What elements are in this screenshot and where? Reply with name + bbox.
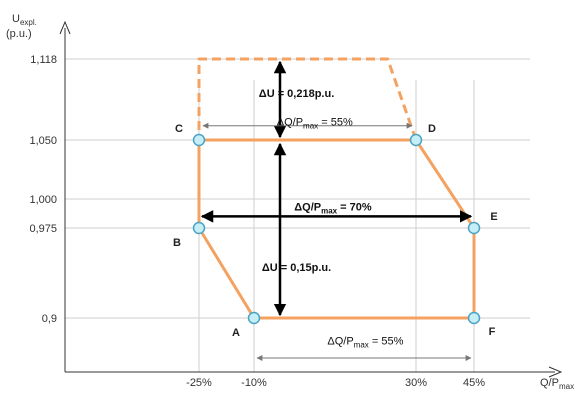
point-marker-c <box>192 133 206 147</box>
point-label-b: B <box>173 237 181 249</box>
y-axis-unit: (p.u.) <box>6 28 32 40</box>
annotation-dq_top: ΔQ/Pmax = 55% <box>277 117 353 131</box>
point-label-f: F <box>489 326 496 338</box>
x-tick-label: -25% <box>186 377 212 389</box>
y-tick-label: 1,000 <box>29 194 57 206</box>
annotation-du_big: ΔU = 0,218p.u. <box>259 88 334 100</box>
x-tick-label: 30% <box>405 377 427 389</box>
y-tick-label: 1,118 <box>30 54 57 66</box>
point-marker-b <box>192 221 206 235</box>
y-axis-title: Uexpl. <box>12 13 37 27</box>
ticks-layer: 0,9 0,975 1,000 1,050 1,118 -25% -10% 30% 45% <box>29 54 485 389</box>
point-marker-d <box>409 133 423 147</box>
points-layer: A B C D E F <box>173 123 498 339</box>
y-axis-arrowhead <box>59 20 71 35</box>
axes-layer: Uexpl. (p.u.) Q/Pmax <box>6 13 574 391</box>
point-label-e: E <box>490 211 497 223</box>
solid-layer <box>197 138 476 320</box>
y-tick-label: 1,050 <box>29 135 57 147</box>
point-marker-a <box>247 311 261 325</box>
point-marker-e <box>467 221 481 235</box>
point-label-d: D <box>428 123 436 135</box>
annotation-dq_bottom: ΔQ/Pmax = 55% <box>327 335 403 349</box>
x-tick-label: -10% <box>241 377 267 389</box>
x-axis-title: Q/Pmax <box>540 377 574 391</box>
x-axis-arrowhead <box>548 366 563 378</box>
arrow-layer <box>200 60 473 361</box>
operating-range-polygon <box>197 138 476 320</box>
x-tick-label: 45% <box>463 377 485 389</box>
point-marker-f <box>467 311 481 325</box>
annotation-dq_mid: ΔQ/Pmax = 70% <box>294 202 372 216</box>
y-tick-label: 0,975 <box>29 223 57 235</box>
point-label-c: C <box>175 123 183 135</box>
y-tick-label: 0,9 <box>42 313 57 325</box>
annotation-du_small: ΔU = 0,15p.u. <box>262 262 331 274</box>
point-label-a: A <box>232 327 240 339</box>
annotation-layer: ΔU = 0,218p.u. ΔQ/Pmax = 55% ΔQ/Pmax = 70%… <box>259 88 404 349</box>
